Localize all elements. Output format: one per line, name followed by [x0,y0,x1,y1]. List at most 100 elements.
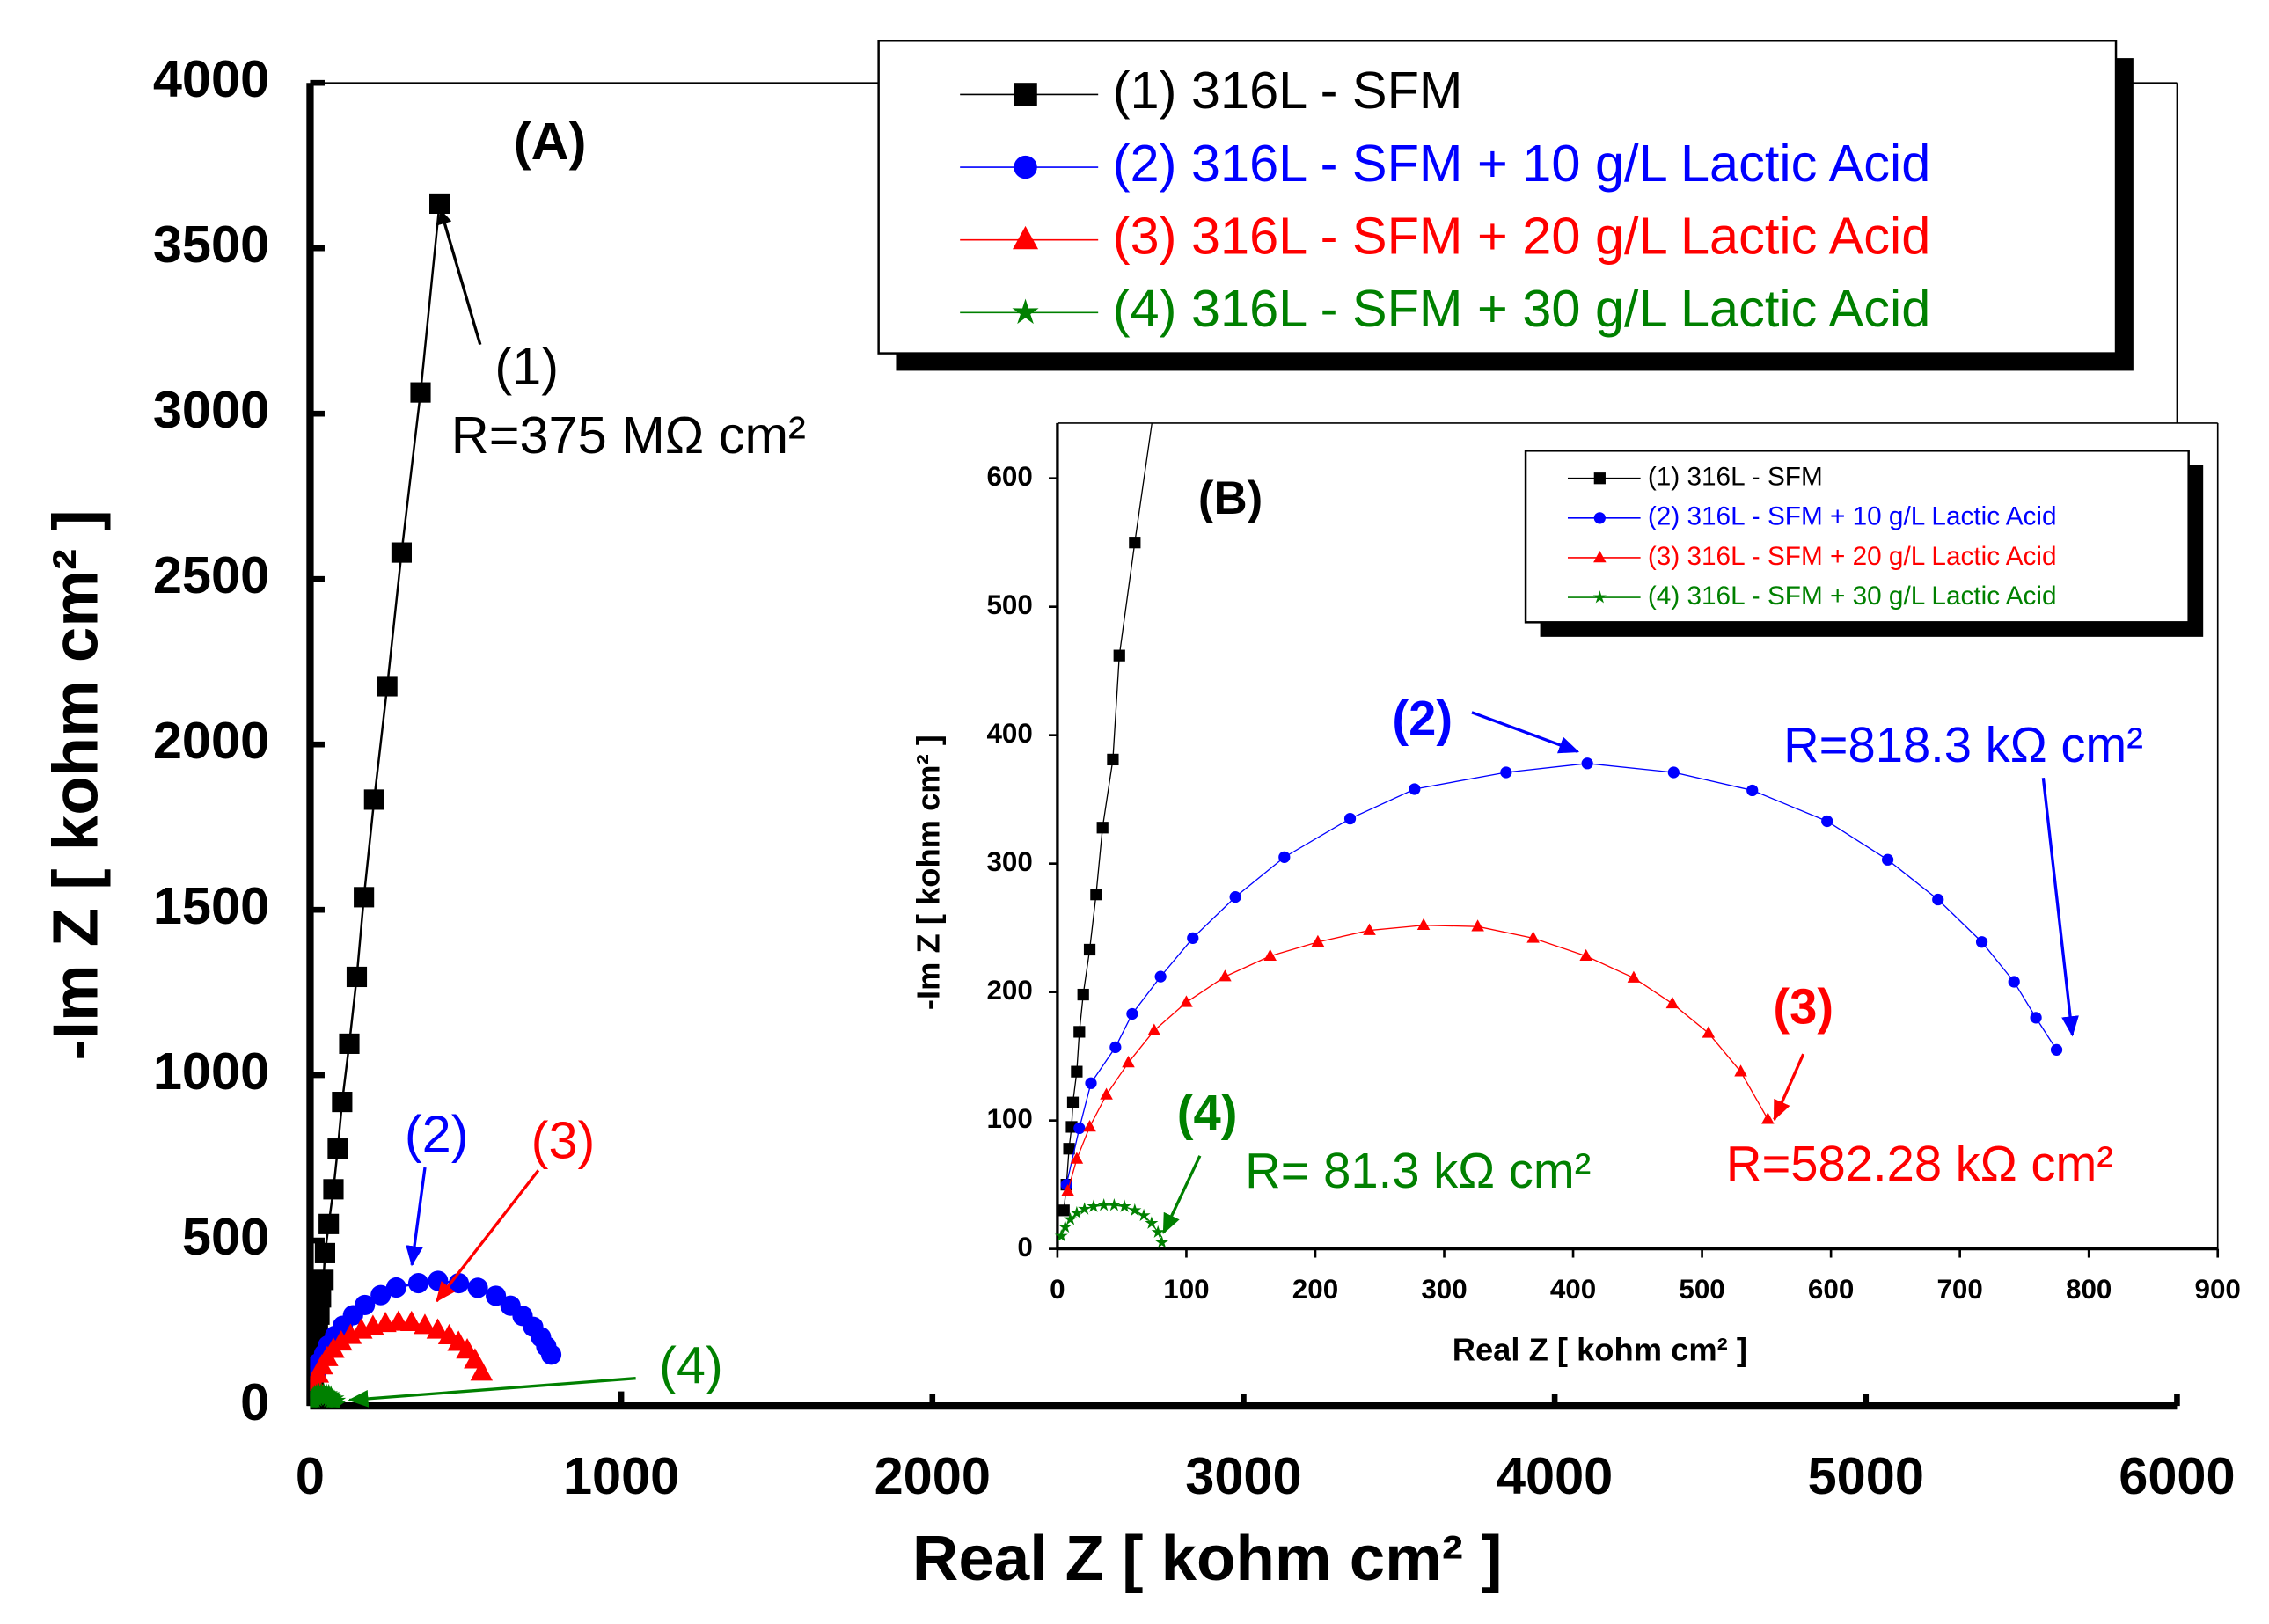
series-line [1065,763,2058,1185]
y-tick-label: 2000 [153,711,269,770]
marker-square [1096,822,1109,834]
marker-circle [1014,155,1037,179]
marker-star [1087,1199,1101,1212]
marker-square [1071,1065,1083,1078]
marker-star [1054,1229,1068,1242]
marker-circle [385,1277,406,1298]
marker-square [1063,1143,1075,1155]
marker-star [1151,1225,1165,1239]
legend-label: (2) 316L - SFM + 10 g/L Lactic Acid [1648,502,2057,531]
x-tick-label: 4000 [1497,1446,1613,1505]
marker-circle [355,1294,376,1315]
annotation-arrow [1773,1053,1805,1122]
marker-triangle [1061,1183,1074,1196]
marker-square [429,193,450,215]
annotation-arrow [406,1167,427,1267]
marker-triangle [414,1313,436,1335]
marker-square [314,1242,335,1263]
marker-triangle [1083,1119,1096,1132]
x-tick-label: 2000 [875,1446,991,1505]
annotation: R=375 MΩ cm² [451,406,806,465]
marker-circle [1109,1041,1122,1054]
marker-triangle [1180,995,1193,1007]
marker-triangle [1734,1064,1747,1077]
marker-triangle [1363,923,1376,935]
marker-square [1107,753,1119,766]
marker-triangle [1593,551,1607,563]
legend-box [877,40,2118,355]
y-axis-title: -Im Z [ kohm cm² ] [40,509,112,1060]
marker-circle [1409,783,1421,795]
annotation-arrow [348,1377,636,1408]
x-axis-title: Real Z [ kohm cm² ] [912,1523,1503,1594]
marker-square [377,676,398,697]
series-line [1066,925,1768,1192]
y-tick-label: 3500 [153,215,269,274]
x-tick-label: 300 [1421,1274,1467,1305]
x-tick-label: 3000 [1185,1446,1301,1505]
marker-triangle [426,1318,450,1339]
marker-circle [1881,853,1894,866]
marker-circle [540,1344,562,1365]
marker-triangle [330,1330,353,1351]
marker-circle [407,1273,429,1294]
marker-triangle [1013,225,1039,250]
marker-square [1058,1204,1070,1217]
annotation-arrow [1471,711,1580,754]
legend-label: (3) 316L - SFM + 20 g/L Lactic Acid [1113,206,1931,265]
x-tick-label: 900 [2195,1274,2241,1305]
marker-star [1097,1198,1111,1211]
x-tick-label: 1000 [563,1446,679,1505]
legend-box [1524,450,2190,624]
marker-circle [2008,976,2020,988]
marker-square [1129,537,1141,549]
marker-circle [1593,512,1606,524]
annotation: R=582.28 kΩ cm² [1726,1136,2113,1191]
marker-circle [1073,1122,1086,1135]
marker-triangle [1579,948,1592,962]
marker-square [323,1179,344,1200]
marker-square [1090,889,1102,901]
marker-star [1592,590,1607,604]
marker-star [323,1392,348,1408]
marker-triangle [1761,1112,1775,1124]
marker-triangle [400,1310,423,1331]
marker-square [1073,1026,1086,1038]
y-axis-title: -Im Z [ kohm cm² ] [911,735,947,1010]
marker-star [1128,1203,1142,1217]
marker-circle [467,1277,488,1298]
marker-star [1117,1199,1131,1212]
marker-star [1012,298,1039,325]
annotation: R=818.3 kΩ cm² [1783,717,2143,772]
marker-circle [1126,1007,1138,1020]
marker-circle [1085,1077,1097,1089]
marker-square [332,1092,353,1113]
panel-title: (B) [1198,472,1263,524]
marker-triangle [1147,1023,1161,1035]
marker-square [1113,649,1125,662]
marker-triangle [1627,970,1641,983]
x-tick-label: 100 [1163,1274,1209,1305]
y-tick-label: 1500 [153,876,269,935]
marker-circle [1343,812,1357,825]
marker-circle [370,1284,392,1306]
marker-circle [1229,891,1241,903]
marker-square [310,1304,330,1325]
x-tick-label: 700 [1936,1274,1982,1305]
y-tick-label: 500 [182,1207,269,1266]
marker-triangle [1100,1087,1113,1100]
y-tick-label: 1000 [153,1042,269,1101]
y-tick-label: 4000 [153,49,269,108]
marker-circle [1667,766,1680,779]
marker-triangle [1263,948,1277,962]
marker-circle [1932,893,1944,906]
y-tick-label: 600 [986,461,1032,492]
marker-triangle [1219,969,1232,982]
annotation-arrow [437,209,482,346]
marker-square [1014,83,1037,106]
annotation-arrow [1162,1155,1202,1234]
annotation: (2) [405,1105,469,1164]
marker-circle [1975,936,1988,948]
annotation: (1) [494,337,559,396]
annotation: (4) [1177,1085,1238,1140]
